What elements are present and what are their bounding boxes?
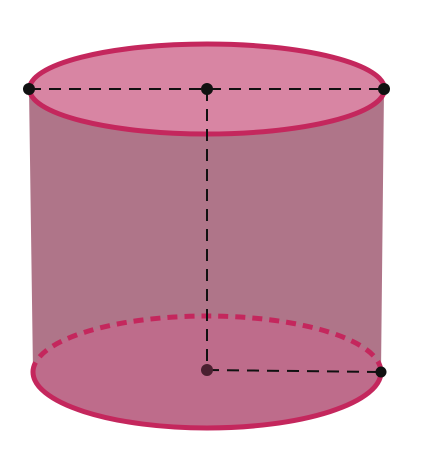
point-bottom-center	[201, 364, 213, 376]
point-top-left	[23, 83, 35, 95]
point-top-right	[378, 83, 390, 95]
point-bottom-right	[375, 366, 387, 378]
bottom-visible-edge	[30, 371, 384, 431]
bottom-radius-line	[206, 369, 382, 373]
point-top-center	[201, 83, 213, 95]
